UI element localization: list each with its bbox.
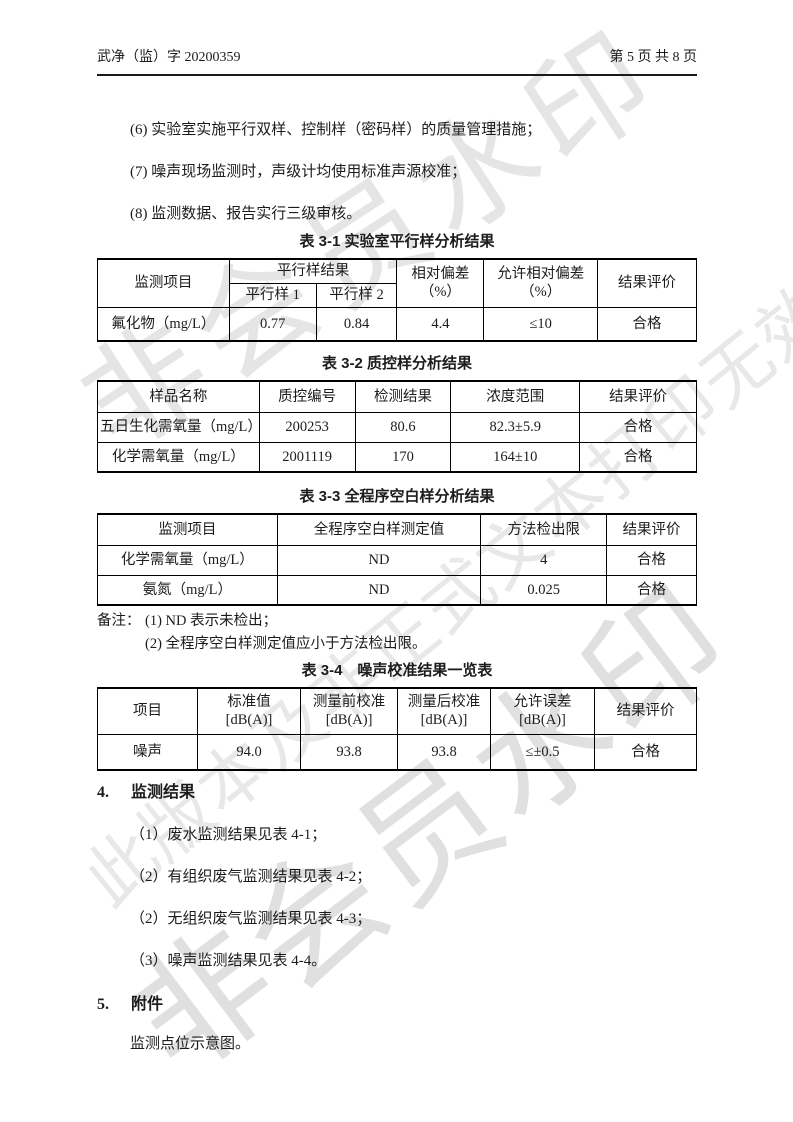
note-line: (1) ND 表示未检出； [145,613,278,629]
table-cell: 170 [354,441,452,473]
table-cell: 4 [480,544,608,576]
table-cell: 化学需氧量（mg/L） [97,544,278,576]
table-cell: 五日生化需氧量（mg/L） [97,411,262,443]
table-row: 噪声 94.0 93.8 93.8 ≤±0.5 合格 [96,733,697,771]
list-item: (6) 实验室实施平行双样、控制样（密码样）的质量管理措施； [130,122,542,138]
table-cell: 93.8 [397,733,491,771]
section-title: 附件 [131,996,164,1013]
table-row: 氟化物（mg/L） 0.77 0.84 4.4 ≤10 合格 [97,306,697,342]
table-header-cell: 结果评价 [606,513,697,546]
table-cell: ≤10 [483,306,599,342]
table-cell: 200253 [258,411,356,443]
table-notes: 备注： (1) ND 表示未检出； (2) 全程序空白样测定值应小于方法检出限。 [97,612,697,658]
table-cell: 94.0 [197,733,302,771]
table-3-4: 项目 标准值 [dB(A)] 测量前校准 [dB(A)] 测量后校准 [dB(A… [96,687,697,771]
table-row: 化学需氧量（mg/L） 2001119 170 164±10 合格 [97,441,697,473]
list-item: （3）噪声监测结果见表 4-4。 [130,953,327,969]
table-header-cell: 结果评价 [579,380,697,413]
table-cell: 0.025 [480,574,608,606]
table-header-cell: 平行样 2 [315,282,398,308]
table-cell: 氨氮（mg/L） [97,574,278,606]
table-3-2-title: 表 3-2 质控样分析结果 [321,355,472,372]
table-header-cell: 相对偏差 （%） [396,258,485,308]
table-cell: ≤±0.5 [489,733,596,771]
section-number: 4. [97,784,109,801]
table-header-cell: 浓度范围 [450,380,581,413]
table-header-cell: 监测项目 [97,258,230,308]
table-header-cell: 测量前校准 [dB(A)] [300,687,399,735]
table-header-cell: 标准值 [dB(A)] [197,687,302,735]
table-cell: 0.84 [315,306,398,342]
table-row: 五日生化需氧量（mg/L） 200253 80.6 82.3±5.9 合格 [97,411,697,443]
table-cell: 164±10 [450,441,581,473]
table-header-cell: 结果评价 [594,687,697,735]
list-item: (7) 噪声现场监测时，声级计均使用标准声源校准； [130,164,467,180]
table-cell: 82.3±5.9 [450,411,581,443]
table-header-cell: 平行样结果 [228,258,398,284]
table-cell: ND [276,574,482,606]
list-item: (8) 监测数据、报告实行三级审核。 [130,206,362,222]
list-item: （2）无组织废气监测结果见表 4-3； [130,911,372,927]
note-lines: (1) ND 表示未检出； (2) 全程序空白样测定值应小于方法检出限。 [145,612,427,658]
section-number: 5. [97,996,109,1013]
table-header-cell: 结果评价 [597,258,697,308]
section-5-heading: 5. 附件 [97,994,697,1015]
table-cell: 合格 [597,306,697,342]
list-item: （1）废水监测结果见表 4-1； [130,827,327,843]
table-3-4-title: 表 3-4 噪声校准结果一览表 [301,662,493,679]
table-3-3: 监测项目 全程序空白样测定值 方法检出限 结果评价 化学需氧量（mg/L） ND… [97,513,697,606]
table-header-cell: 平行样 1 [228,282,317,308]
table-cell: 氟化物（mg/L） [97,306,230,342]
page-header: 武净（监）字 20200359 第 5 页 共 8 页 [97,48,697,76]
table-header-cell: 检测结果 [354,380,452,413]
section-title: 监测结果 [131,784,196,801]
table-header-cell: 监测项目 [97,513,278,546]
table-cell: 0.77 [228,306,317,342]
list-item: （2）有组织废气监测结果见表 4-2； [130,869,372,885]
page-content: 武净（监）字 20200359 第 5 页 共 8 页 (6) 实验室实施平行双… [96,0,697,1054]
table-cell: 噪声 [96,733,199,771]
qa-measures-list: (6) 实验室实施平行双样、控制样（密码样）的质量管理措施； (7) 噪声现场监… [97,76,697,228]
page-indicator: 第 5 页 共 8 页 [609,50,698,65]
note-label: 备注： [97,613,141,629]
table-cell: 合格 [606,544,697,576]
section-4-heading: 4. 监测结果 [97,782,697,803]
note-line: (2) 全程序空白样测定值应小于方法检出限。 [145,636,427,652]
table-row: 化学需氧量（mg/L） ND 4 合格 [97,544,697,576]
table-cell: 合格 [606,574,697,606]
table-header-cell: 项目 [96,687,199,735]
table-cell: 4.4 [396,306,485,342]
table-header-cell: 测量后校准 [dB(A)] [397,687,491,735]
table-3-3-title: 表 3-3 全程序空白样分析结果 [299,488,495,505]
table-header-cell: 全程序空白样测定值 [276,513,482,546]
table-cell: 2001119 [258,441,356,473]
table-header-cell: 允许相对偏差 （%） [483,258,599,308]
table-3-2: 样品名称 质控编号 检测结果 浓度范围 结果评价 五日生化需氧量（mg/L） 2… [97,380,697,473]
table-3-1: 监测项目 平行样结果 相对偏差 （%） 允许相对偏差 （%） 结果评价 平行样 … [97,258,697,342]
table-cell: 合格 [579,411,697,443]
table-header-cell: 方法检出限 [480,513,608,546]
table-cell: ND [276,544,482,576]
table-cell: 化学需氧量（mg/L） [97,441,260,473]
doc-number: 武净（监）字 20200359 [97,50,241,65]
table-row: 氨氮（mg/L） ND 0.025 合格 [97,574,697,606]
table-cell: 80.6 [354,411,452,443]
table-cell: 合格 [579,441,697,473]
section-5-body: 监测点位示意图。 [130,1036,251,1052]
table-header-cell: 质控编号 [258,380,356,413]
table-cell: 93.8 [300,733,399,771]
table-cell: 合格 [594,733,697,771]
section-4-items: （1）废水监测结果见表 4-1； （2）有组织废气监测结果见表 4-2； （2）… [97,803,697,994]
table-3-1-title: 表 3-1 实验室平行样分析结果 [299,233,495,250]
table-header-cell: 样品名称 [97,380,260,413]
table-header-cell: 允许误差 [dB(A)] [489,687,596,735]
